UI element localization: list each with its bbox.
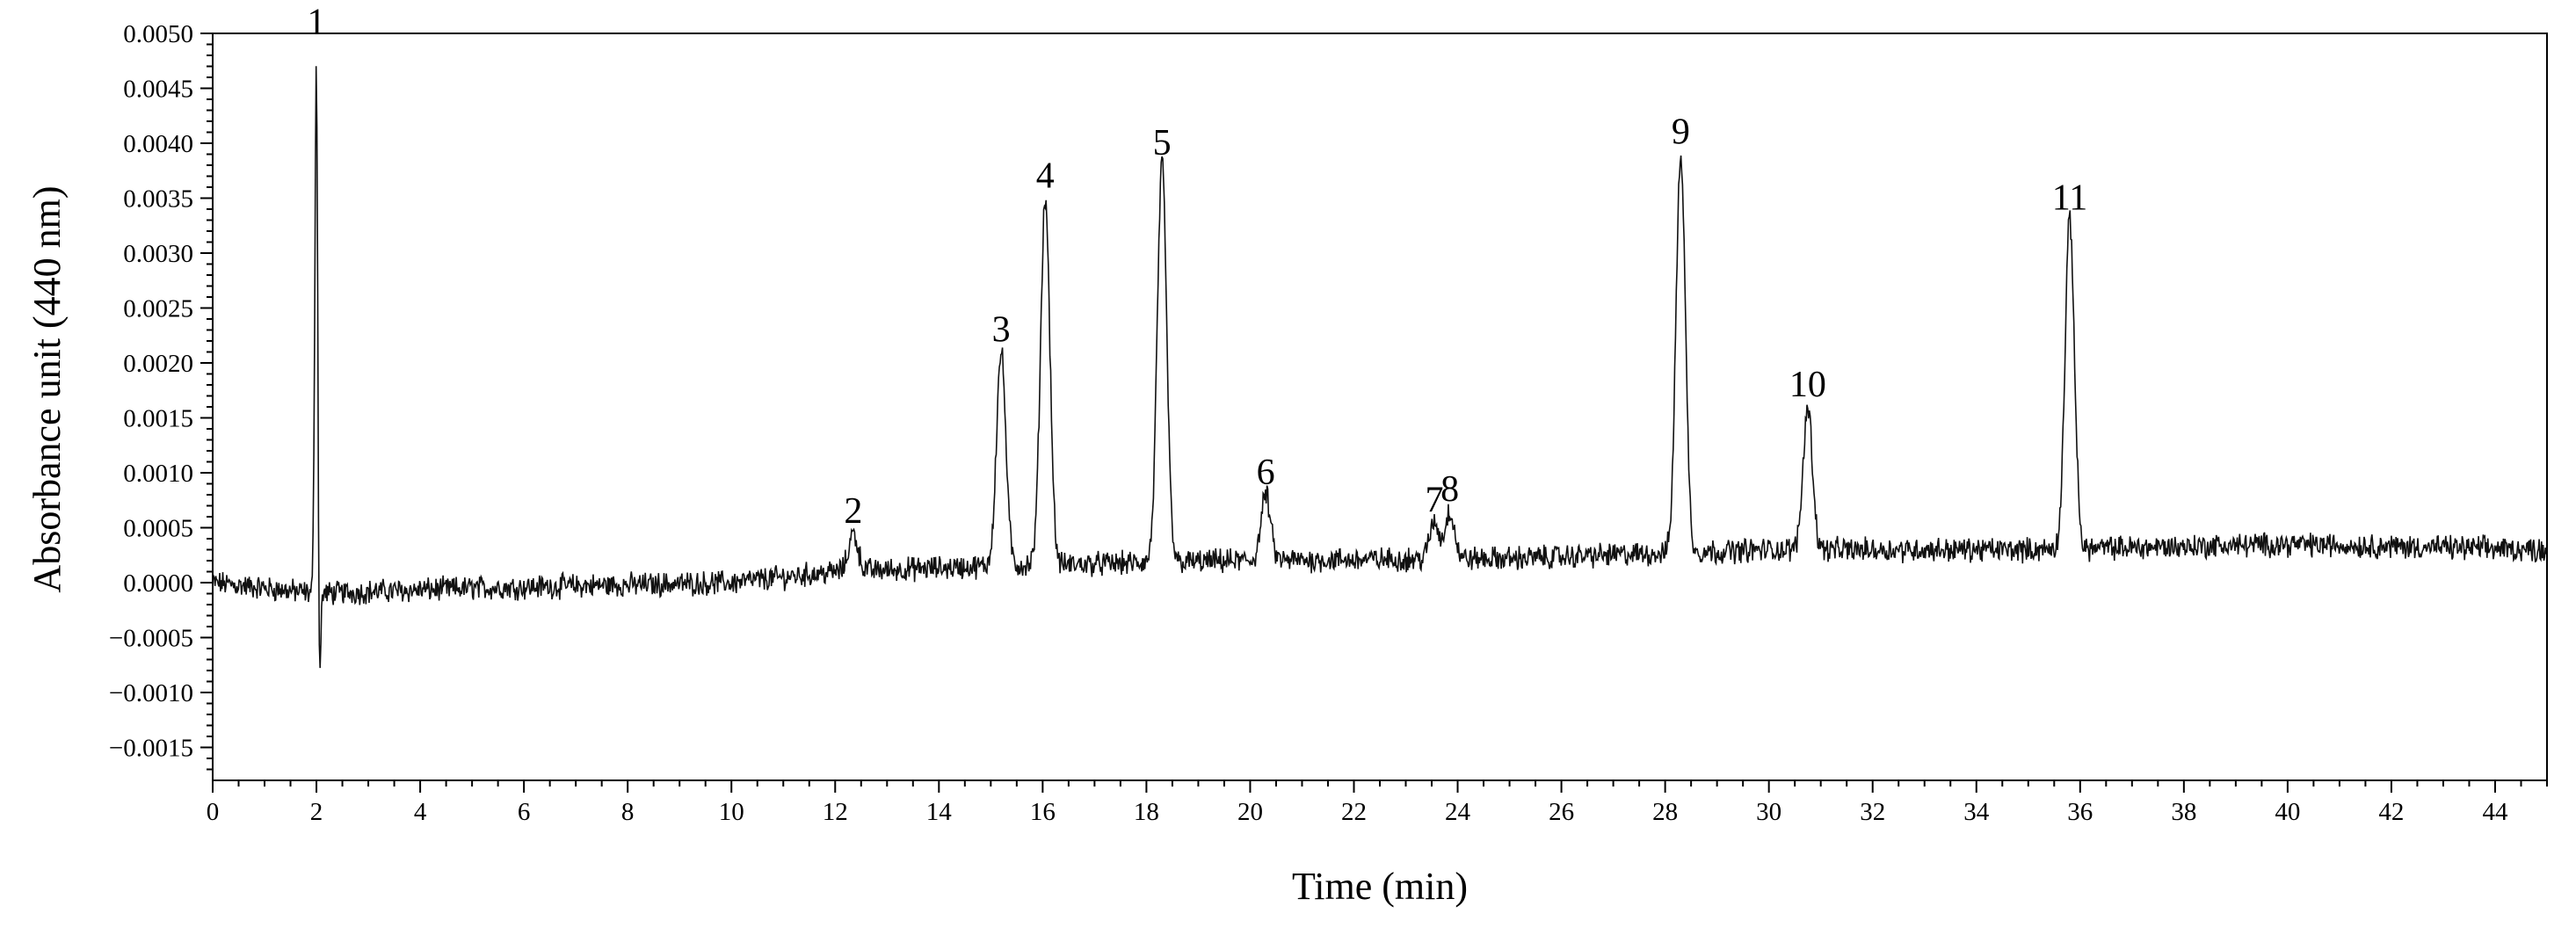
x-tick-label: 24 xyxy=(1445,798,1471,826)
x-tick-label: 2 xyxy=(310,798,323,826)
y-tick-label: 0.0050 xyxy=(123,20,193,48)
x-tick-label: 12 xyxy=(823,798,848,826)
y-tick-label: −0.0010 xyxy=(109,679,193,707)
x-tick-label: 14 xyxy=(926,798,953,826)
x-tick-label: 44 xyxy=(2482,798,2508,826)
y-axis-ticks: 0.0050 0.0045 0.0040 0.0035 0.0030 0.0025 0.00… xyxy=(109,20,213,771)
peak-label-8: 8 xyxy=(1440,469,1459,510)
peak-label-5: 5 xyxy=(1153,123,1172,163)
peak-label-6: 6 xyxy=(1257,453,1275,493)
x-tick-label: 38 xyxy=(2171,798,2196,826)
y-tick-label: −0.0015 xyxy=(109,735,193,763)
y-tick-label: 0.0010 xyxy=(123,460,193,488)
x-tick-label: 26 xyxy=(1549,798,1574,826)
x-tick-label: 34 xyxy=(1963,798,1990,826)
chromatogram-trace-group xyxy=(212,66,2548,669)
x-tick-label: 18 xyxy=(1134,798,1159,826)
x-axis-ticks: 0 2 4 6 8 10 12 14 16 18 20 22 24 26 28 30 32 34 36 38 40 42 4… xyxy=(207,780,2548,826)
x-tick-label: 6 xyxy=(518,798,531,826)
x-tick-label: 16 xyxy=(1030,798,1056,826)
x-axis-title: Time (min) xyxy=(1292,865,1468,908)
y-tick-label: 0.0025 xyxy=(123,295,193,323)
x-tick-label: 28 xyxy=(1652,798,1678,826)
x-tick-label: 22 xyxy=(1341,798,1367,826)
peak-labels: 1 2 3 4 5 6 78 9 10 11 xyxy=(308,3,2088,532)
x-tick-label: 20 xyxy=(1237,798,1263,826)
plot-area-frame xyxy=(212,33,2548,781)
peak-label-7: 7 xyxy=(1425,480,1443,520)
peak-label-10: 10 xyxy=(1789,365,1826,405)
peak-label-1: 1 xyxy=(308,3,326,43)
peak-label-9: 9 xyxy=(1672,112,1690,153)
y-tick-label: 0.0040 xyxy=(123,130,193,158)
y-tick-label: 0.0005 xyxy=(123,515,193,543)
x-tick-label: 40 xyxy=(2275,798,2300,826)
x-tick-label: 30 xyxy=(1756,798,1781,826)
x-tick-label: 36 xyxy=(2067,798,2093,826)
y-tick-label: −0.0005 xyxy=(109,625,193,653)
y-tick-label: 0.0030 xyxy=(123,240,193,268)
peak-label-4: 4 xyxy=(1036,156,1055,197)
y-tick-label: 0.0000 xyxy=(123,569,193,598)
peak-label-3: 3 xyxy=(992,310,1011,351)
y-tick-label: 0.0045 xyxy=(123,76,193,104)
peak-label-11: 11 xyxy=(2052,178,2087,219)
x-tick-label: 8 xyxy=(621,798,635,826)
peak-label-2: 2 xyxy=(844,491,862,532)
x-tick-label: 4 xyxy=(414,798,427,826)
chromatogram-trace xyxy=(212,66,2548,669)
y-tick-label: 0.0035 xyxy=(123,185,193,214)
x-tick-label: 10 xyxy=(719,798,744,826)
x-tick-label: 0 xyxy=(207,798,220,826)
x-tick-label: 42 xyxy=(2378,798,2404,826)
y-axis-title: Absorbance unit (440 nm) xyxy=(25,185,69,592)
y-tick-label: 0.0015 xyxy=(123,405,193,433)
x-tick-label: 32 xyxy=(1860,798,1885,826)
y-tick-label: 0.0020 xyxy=(123,350,193,378)
